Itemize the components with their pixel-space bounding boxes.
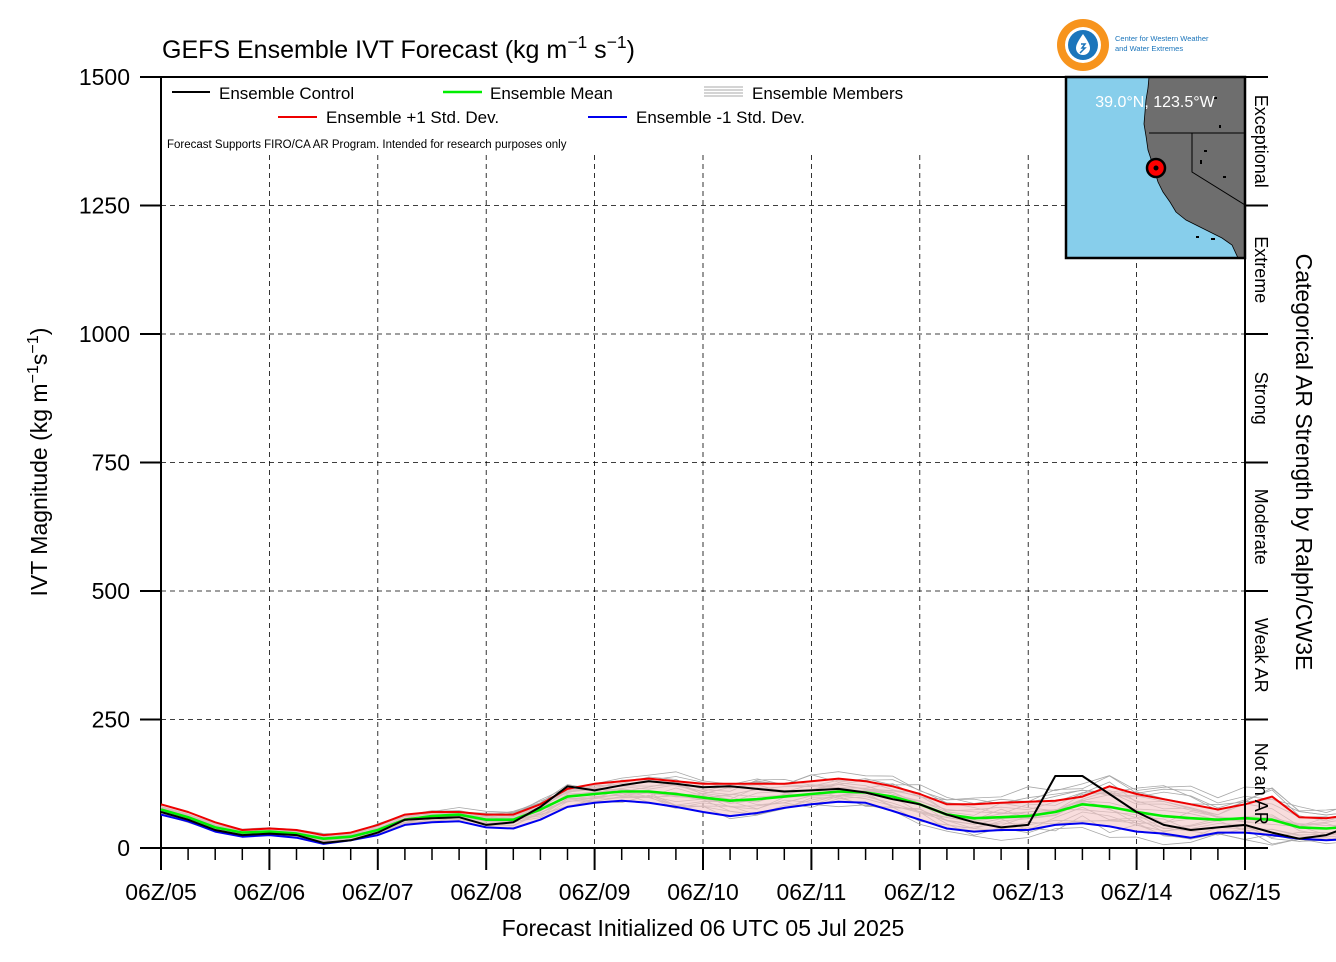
x-axis-label: Forecast Initialized 06 UTC 05 Jul 2025 xyxy=(502,915,905,941)
map-location-marker-center xyxy=(1153,165,1159,171)
x-tick-label: 06Z/08 xyxy=(450,879,522,905)
ensemble-member-line xyxy=(160,776,1336,839)
category-label: Exceptional xyxy=(1251,95,1271,188)
logo-text-line2: and Water Extremes xyxy=(1115,44,1183,53)
x-tick-label: 06Z/07 xyxy=(342,879,414,905)
series-line-mean xyxy=(160,790,1336,840)
map-lake-4 xyxy=(1200,160,1202,164)
legend-label-plus-sd: Ensemble +1 Std. Dev. xyxy=(326,108,499,127)
grid-lines xyxy=(161,155,1245,848)
x-tick-label: 06Z/12 xyxy=(884,879,956,905)
map-island-1 xyxy=(1196,236,1199,238)
legend-label-mean: Ensemble Mean xyxy=(490,84,613,103)
category-label: Strong xyxy=(1251,372,1271,425)
x-tick-label: 06Z/10 xyxy=(667,879,739,905)
logo-text-line1: Center for Western Weather xyxy=(1115,34,1209,43)
x-tick-label: 06Z/13 xyxy=(992,879,1064,905)
map-frame xyxy=(1064,75,1247,260)
y-tick-label: 1250 xyxy=(79,193,130,219)
map-state-border xyxy=(1149,132,1245,206)
map-land xyxy=(1143,77,1245,258)
series-line-control xyxy=(160,775,1336,844)
category-label: Weak AR xyxy=(1251,618,1271,693)
lightning-icon xyxy=(1079,43,1087,54)
right-axis-label: Categorical AR Strength by Ralph/CW3E xyxy=(1291,254,1317,671)
y-axis-label: IVT Magnitude (kg m−1s−1) xyxy=(24,328,52,597)
std-dev-shading xyxy=(161,778,1336,844)
x-tick-label: 06Z/06 xyxy=(234,879,306,905)
cw3e-logo: Center for Western Weather and Water Ext… xyxy=(1057,19,1209,71)
map-lake-1 xyxy=(1214,97,1217,99)
y-tick-label: 0 xyxy=(117,835,130,861)
footnote: Forecast Supports FIRO/CA AR Program. In… xyxy=(167,139,567,151)
series-line-minus-sd xyxy=(160,799,1336,845)
legend-label-minus-sd: Ensemble -1 Std. Dev. xyxy=(636,108,805,127)
x-tick-label: 06Z/11 xyxy=(776,879,846,905)
inset-map: 39.0°N, 123.5°W xyxy=(1064,75,1247,260)
y-tick-label: 1000 xyxy=(79,321,130,347)
legend-label-members: Ensemble Members xyxy=(752,84,903,103)
series-layer xyxy=(160,775,1336,845)
map-lake-3 xyxy=(1204,150,1207,152)
ensemble-member-line xyxy=(160,771,1336,835)
y-tick-label: 500 xyxy=(92,578,130,604)
map-location-label: 39.0°N, 123.5°W xyxy=(1095,94,1215,111)
legend-label-control: Ensemble Control xyxy=(219,84,354,103)
legend-swatch-members xyxy=(704,86,743,97)
category-label: Not an AR xyxy=(1251,743,1271,825)
category-label: Extreme xyxy=(1251,236,1271,303)
map-lake-2 xyxy=(1219,125,1221,128)
category-label: Moderate xyxy=(1251,489,1271,565)
legend: Ensemble Control Ensemble Mean Ensemble … xyxy=(164,79,1062,151)
x-tick-label: 06Z/14 xyxy=(1101,879,1173,905)
x-tick-label: 06Z/15 xyxy=(1209,879,1281,905)
y-tick-label: 750 xyxy=(92,450,130,476)
x-tick-label: 06Z/05 xyxy=(125,879,197,905)
legend-background xyxy=(164,79,1062,151)
y-tick-label: 1500 xyxy=(79,64,130,90)
plot-area: 0 250 500 750 1000 1250 1500 06Z/05 06Z/06 06Z/07… xyxy=(79,64,1336,905)
y-tick-label: 250 xyxy=(92,707,130,733)
map-island-2 xyxy=(1211,238,1215,240)
axis-ticks: 0 250 500 750 1000 1250 1500 06Z/05 06Z/06 06Z/07… xyxy=(79,64,1281,905)
map-lake-5 xyxy=(1223,176,1226,178)
x-tick-label: 06Z/09 xyxy=(559,879,631,905)
series-line-plus-sd xyxy=(160,777,1336,837)
chart-title: GEFS Ensemble IVT Forecast (kg m−1 s−1) xyxy=(162,32,635,64)
